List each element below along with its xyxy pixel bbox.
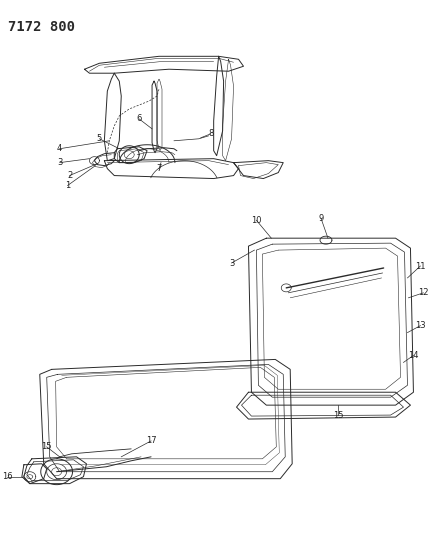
Text: 17: 17 bbox=[146, 437, 156, 446]
Text: 4: 4 bbox=[57, 144, 62, 153]
Text: 6: 6 bbox=[137, 115, 142, 124]
Text: 9: 9 bbox=[318, 214, 324, 223]
Text: 11: 11 bbox=[415, 262, 425, 271]
Text: 14: 14 bbox=[408, 351, 419, 360]
Text: 1: 1 bbox=[65, 181, 70, 190]
Text: 3: 3 bbox=[229, 259, 234, 268]
Text: 7: 7 bbox=[156, 164, 162, 173]
Text: 13: 13 bbox=[415, 321, 426, 330]
Text: 2: 2 bbox=[67, 171, 72, 180]
Text: 10: 10 bbox=[251, 216, 262, 225]
Text: 3: 3 bbox=[57, 158, 62, 167]
Text: 15: 15 bbox=[42, 442, 52, 451]
Text: 8: 8 bbox=[208, 130, 214, 139]
Text: 5: 5 bbox=[97, 134, 102, 143]
Text: 7172 800: 7172 800 bbox=[8, 20, 75, 34]
Text: 12: 12 bbox=[418, 288, 428, 297]
Text: 15: 15 bbox=[333, 410, 343, 419]
Text: 16: 16 bbox=[2, 472, 12, 481]
